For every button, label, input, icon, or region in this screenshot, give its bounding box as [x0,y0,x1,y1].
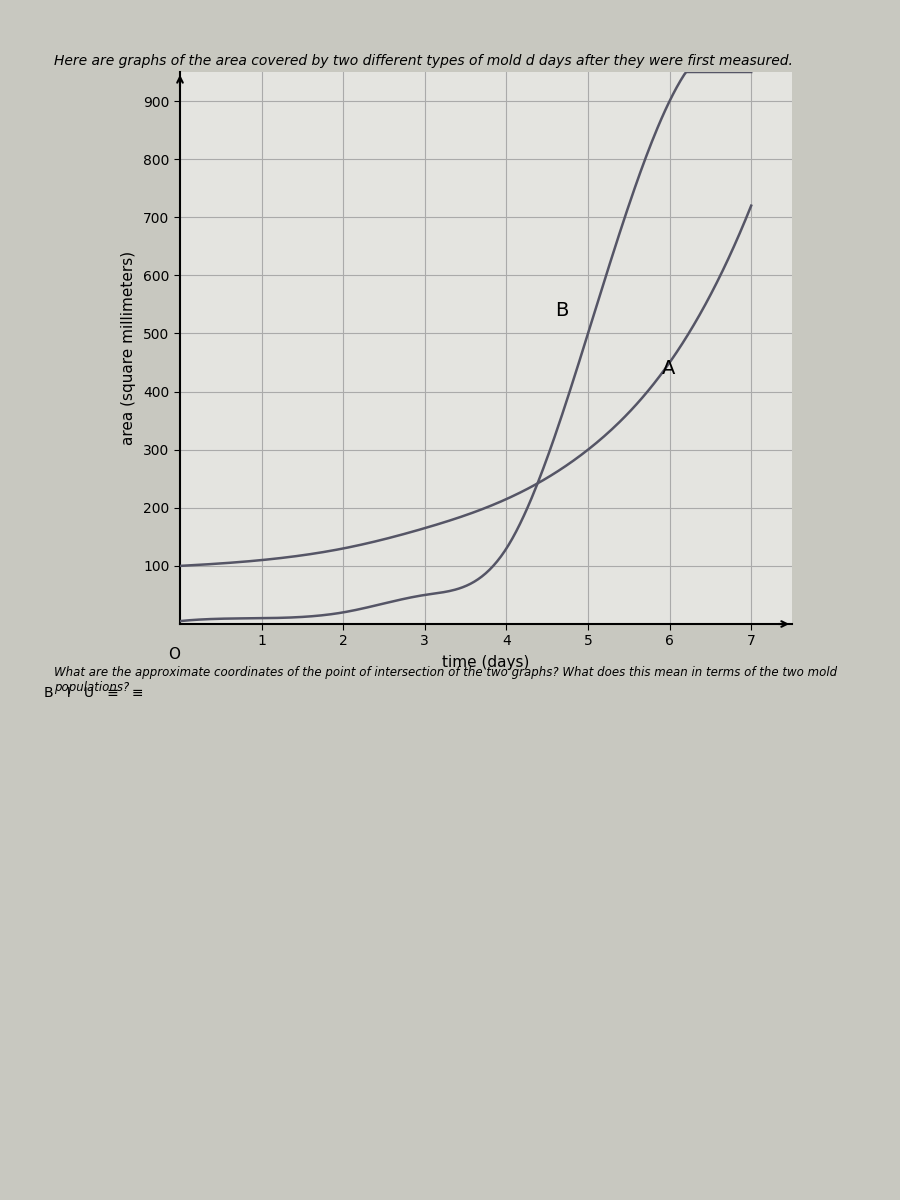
X-axis label: time (days): time (days) [442,655,530,671]
Y-axis label: area (square millimeters): area (square millimeters) [122,251,136,445]
Text: Here are graphs of the area covered by two different types of mold d days after : Here are graphs of the area covered by t… [54,54,793,68]
Text: A: A [662,359,675,378]
Text: B: B [555,301,569,320]
Text: O: O [167,647,180,662]
Text: What are the approximate coordinates of the point of intersection of the two gra: What are the approximate coordinates of … [54,666,837,694]
Text: B   I   U   ≡   ≡: B I U ≡ ≡ [44,686,144,700]
